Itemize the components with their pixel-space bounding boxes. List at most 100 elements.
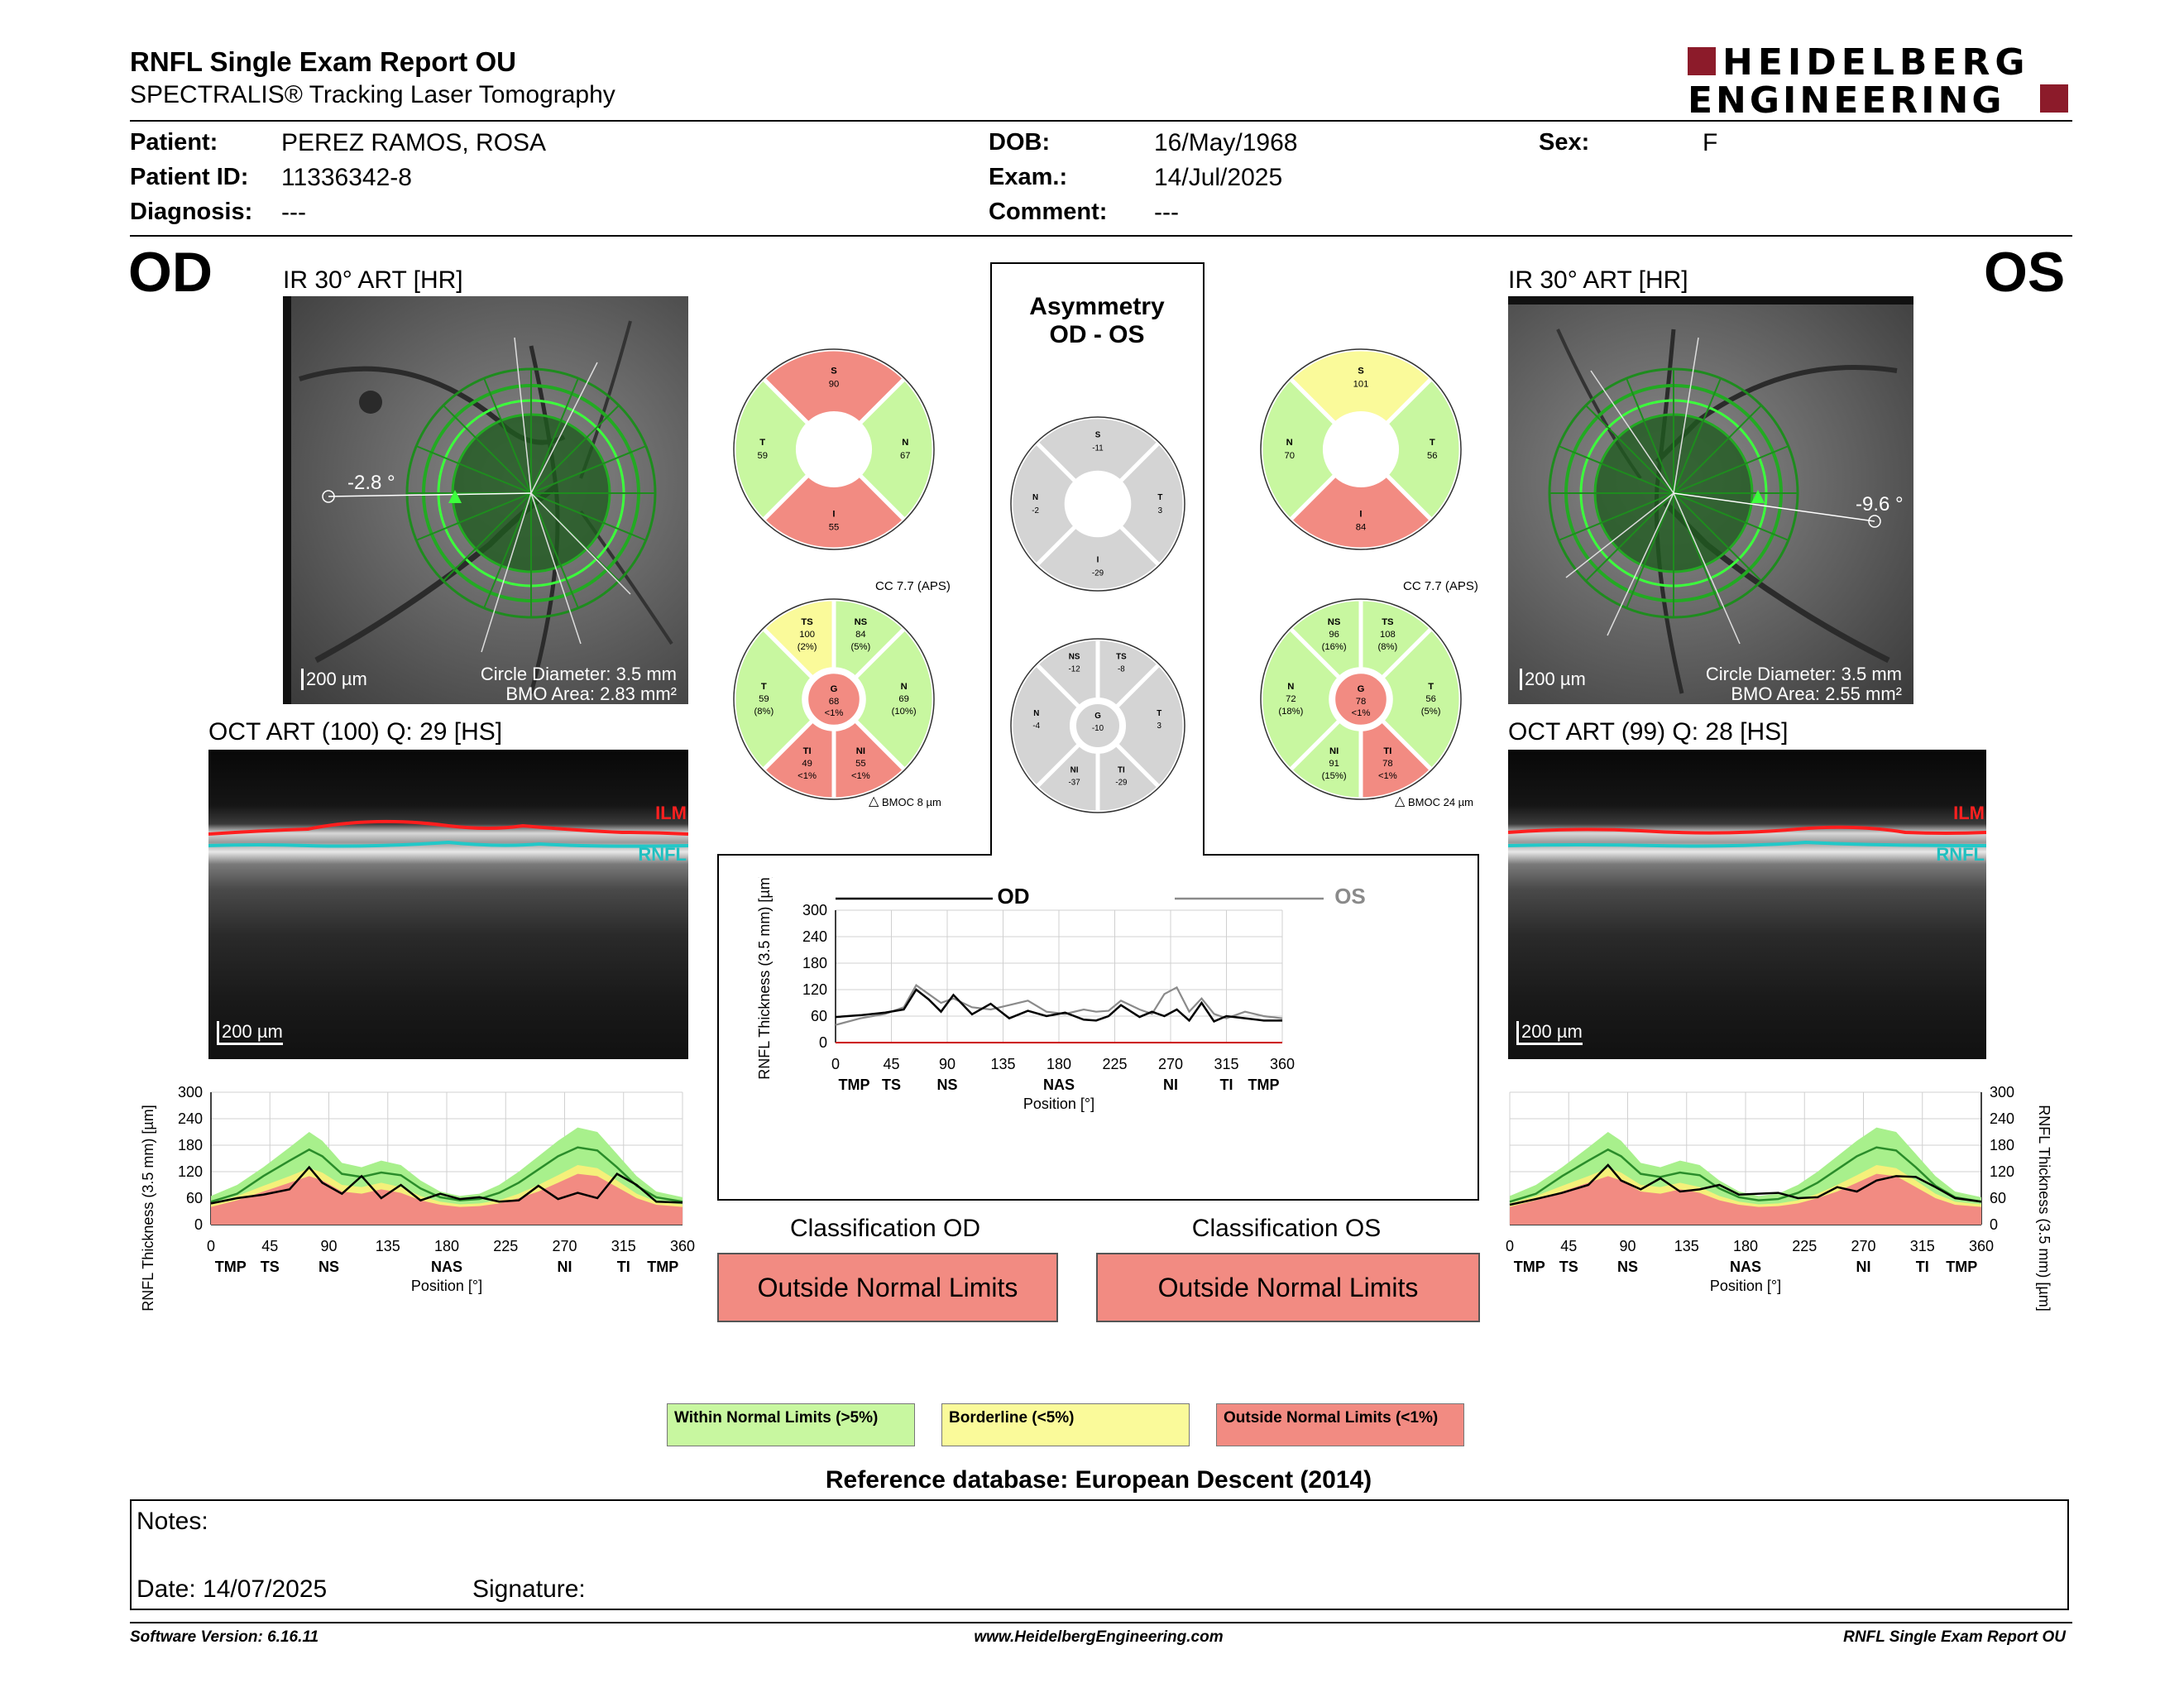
x-tick-label: 225 (493, 1238, 518, 1254)
y-tick-label: 240 (178, 1110, 203, 1127)
sector-axis-label: TMP (839, 1077, 870, 1093)
sector-NS-value: -12 (1068, 664, 1080, 674)
od-classification-result: Outside Normal Limits (717, 1253, 1058, 1322)
os-ir-top-border (1508, 296, 1913, 305)
x-tick-label: 270 (1851, 1238, 1875, 1254)
od-oct-image[interactable]: ILM RNFL 200 µm (208, 750, 688, 1059)
logo-line2: ENGINEERING (1688, 79, 2005, 122)
asym-title-1: Asymmetry (1029, 293, 1165, 320)
quadrant-T-label: T (1430, 438, 1435, 448)
sector-N-value: -4 (1032, 722, 1040, 731)
heidelberg-logo: HEIDELBERG ENGINEERING (1688, 41, 2068, 122)
sector-axis-label: NI (1163, 1077, 1178, 1093)
quadrant-N-label: N (1286, 438, 1293, 448)
quadrant-N-label: N (902, 438, 908, 448)
od-oct-title: OCT ART (100) Q: 29 [HS] (208, 718, 503, 746)
quadrant-N-value: 67 (900, 451, 911, 461)
comment-label: Comment: (989, 199, 1108, 225)
x-tick-label: 315 (611, 1238, 636, 1254)
notes-box[interactable]: Notes: Date: 14/07/2025 Signature: (130, 1499, 2069, 1610)
sector-axis-label: TMP (1248, 1077, 1280, 1093)
sector-axis-label: TS (1559, 1259, 1578, 1275)
sector-TI-value: 49 (802, 759, 812, 769)
y-tick-label: 120 (1990, 1163, 2014, 1180)
sector-NS-label: NS (855, 617, 868, 627)
exam-label: Exam.: (989, 164, 1068, 190)
sector-G-label: G (1094, 712, 1101, 721)
sector-outline (1010, 638, 1185, 813)
sector-axis-label: NS (1617, 1259, 1638, 1275)
y-tick-label: 0 (819, 1034, 827, 1051)
diagnosis-label: Diagnosis: (130, 199, 253, 225)
y-tick-label: 60 (811, 1008, 827, 1024)
sector-NI-label: NI (1329, 746, 1339, 756)
logo-square-1 (1688, 47, 1716, 75)
x-tick-label: 225 (1102, 1056, 1127, 1072)
quadrant-I-value: 84 (1356, 522, 1367, 532)
sector-G-value: -10 (1092, 724, 1104, 733)
x-tick-label: 45 (261, 1238, 278, 1254)
mean-line (210, 1146, 683, 1203)
exam-value: 14/Jul/2025 (1154, 164, 1283, 191)
y-tick-label: 60 (186, 1190, 203, 1206)
sector-T-value: 59 (759, 694, 769, 704)
sector-T-value: 56 (1425, 694, 1436, 704)
od-oct-scale: 200 µm (217, 1021, 283, 1045)
quadrant-I-value: -29 (1092, 568, 1104, 578)
os-oct-scale: 200 µm (1516, 1021, 1583, 1045)
quadrant-S-label: S (1095, 431, 1101, 440)
od-ir-image[interactable]: -2.8 ° 200 µm Circle Diameter: 3.5 mm BM… (283, 296, 688, 704)
quadrant-T-label: T (759, 438, 765, 448)
sector-N-value: 69 (898, 694, 909, 704)
sector-outline (733, 598, 935, 800)
os-cc-label: CC 7.7 (APS) (1403, 579, 1478, 593)
sector-TI-label: TI (803, 746, 812, 756)
x-tick-label: 270 (1158, 1056, 1183, 1072)
od-ir-angle: -2.8 ° (347, 472, 395, 494)
sector-axis-label: TI (617, 1259, 630, 1275)
y-tick-label: 60 (1990, 1190, 2006, 1206)
dob-value: 16/May/1968 (1154, 129, 1298, 156)
y-tick-label: 300 (178, 1084, 203, 1101)
sector-axis-label: NAS (1043, 1077, 1075, 1093)
os-ir-image[interactable]: -9.6 ° 200 µm Circle Diameter: 3.5 mm BM… (1508, 296, 1913, 704)
quadrant-outline (1260, 348, 1462, 550)
x-tick-label: 180 (434, 1238, 459, 1254)
comment-value: --- (1154, 199, 1179, 226)
patient-rule (130, 235, 2072, 237)
os-bmoc-triangle: △ (1395, 794, 1406, 808)
band-outside (1510, 1173, 1981, 1225)
quadrant-T-value: 3 (1158, 506, 1163, 516)
sector-axis-label: NI (558, 1259, 572, 1275)
sector-NI-value: 55 (855, 759, 866, 769)
od-eye-label: OD (128, 241, 213, 304)
os-ir-bmo: BMO Area: 2.55 mm² (1731, 683, 1902, 704)
diagnosis-value: --- (281, 199, 306, 226)
od-ir-circle: Circle Diameter: 3.5 mm (480, 664, 677, 684)
y-tick-label: 300 (802, 902, 827, 918)
od-classification-title: Classification OD (789, 1215, 981, 1242)
os-oct-image[interactable]: ILM RNFL 200 µm (1508, 750, 1986, 1059)
y-tick-label: 180 (1990, 1137, 2014, 1153)
sector-T-label: T (1428, 682, 1434, 692)
od-cc-label: CC 7.7 (APS) (875, 579, 951, 593)
sector-G-pct: <1% (825, 708, 844, 718)
y-axis-title: RNFL Thickness (3.5 mm) [µm] (140, 1105, 156, 1311)
quadrant-S-value: 101 (1353, 380, 1369, 390)
sector-outline (1260, 598, 1462, 800)
od-ir-title: IR 30° ART [HR] (283, 266, 463, 294)
sector-G (806, 671, 862, 727)
sector-NI-pct: <1% (851, 771, 870, 781)
quadrant-outline (733, 348, 935, 550)
sex-value: F (1703, 129, 1718, 156)
sector-TS-label: TS (801, 617, 813, 627)
sector-TS-value: 100 (799, 630, 815, 640)
sector-NS-pct: (5%) (851, 642, 871, 652)
sector-G (1333, 671, 1389, 727)
x-axis-title: Position [°] (411, 1278, 482, 1294)
footer-report-name: RNFL Single Exam Report OU (1843, 1628, 2066, 1646)
patient-label: Patient: (130, 129, 218, 156)
sector-axis-label: TMP (215, 1259, 247, 1275)
os-series-line (835, 984, 1283, 1026)
sector-TI-label: TI (1383, 746, 1391, 756)
